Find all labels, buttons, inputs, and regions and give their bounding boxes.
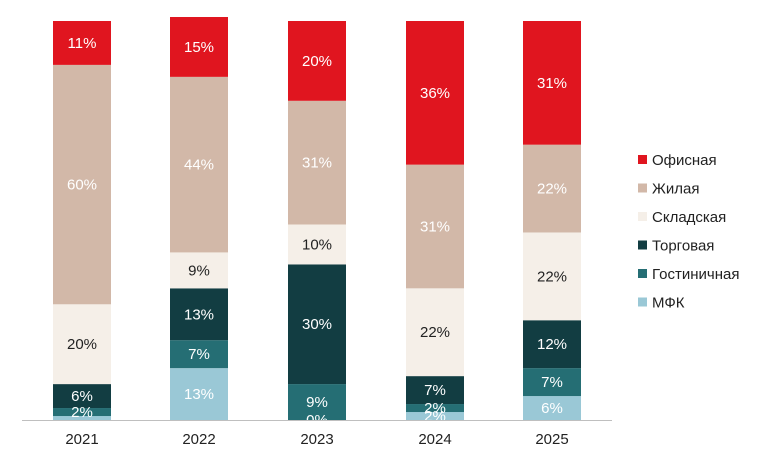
legend-label-Складская: Складская xyxy=(652,209,726,226)
data-label-2023-Торговая: 30% xyxy=(302,316,332,333)
data-label-2024-Гостиничная: 2% xyxy=(424,400,446,417)
bars-group xyxy=(53,17,581,420)
data-label-2025-МФК: 6% xyxy=(541,400,563,417)
bar-segment-2022-Торговая xyxy=(170,288,228,341)
data-label-2023-Складская: 10% xyxy=(302,236,332,253)
legend-label-МФК: МФК xyxy=(652,295,685,312)
legend-swatch-Складская xyxy=(638,212,647,221)
data-label-2021-Гостиничная: 2% xyxy=(71,404,93,421)
legend-swatch-МФК xyxy=(638,297,647,307)
data-label-2024-Жилая: 31% xyxy=(420,218,450,235)
legend-swatch-Гостиничная xyxy=(638,269,647,278)
legend-label-Жилая: Жилая xyxy=(652,181,699,198)
data-label-2024-Офисная: 36% xyxy=(420,85,450,102)
legend-label-Гостиничная: Гостиничная xyxy=(652,266,739,283)
data-label-2022-Торговая: 13% xyxy=(184,306,214,323)
bar-segment-2023-Офисная xyxy=(288,21,346,101)
bar-segment-2021-Офисная xyxy=(53,21,111,65)
data-label-2022-Гостиничная: 7% xyxy=(188,346,210,363)
x-tick-label-2021: 2021 xyxy=(65,431,98,448)
data-label-2025-Офисная: 31% xyxy=(537,75,567,92)
bar-segment-2025-Гостиничная xyxy=(523,368,581,397)
bar-segment-2024-Торговая xyxy=(406,376,464,405)
bar-segment-2024-Гостиничная xyxy=(406,404,464,413)
data-label-2021-Торговая: 6% xyxy=(71,388,93,405)
data-label-2023-Офисная: 20% xyxy=(302,53,332,70)
data-label-2025-Гостиничная: 7% xyxy=(541,374,563,391)
bar-segment-2022-Жилая xyxy=(170,76,228,253)
bar-segment-2025-Складская xyxy=(523,232,581,321)
legend-label-Офисная: Офисная xyxy=(652,152,717,169)
bar-segment-2025-Жилая xyxy=(523,144,581,233)
bar-segment-2024-Жилая xyxy=(406,164,464,289)
bar-segment-2021-Складская xyxy=(53,304,111,385)
data-label-2023-Гостиничная: 9% xyxy=(306,394,328,411)
legend: Офисная Жилая Складская Торговая Гостиничная… xyxy=(638,152,739,312)
bar-segment-2024-Складская xyxy=(406,288,464,377)
data-label-2021-Складская: 20% xyxy=(67,336,97,353)
data-label-2021-Жилая: 60% xyxy=(67,177,97,194)
bar-segment-2025-Торговая xyxy=(523,320,581,369)
data-label-2022-Жилая: 44% xyxy=(184,157,214,174)
data-label-2022-Офисная: 15% xyxy=(184,39,214,56)
legend-swatch-Торговая xyxy=(638,240,647,250)
legend-swatch-Офисная xyxy=(638,155,647,164)
bar-segment-2025-Офисная xyxy=(523,21,581,145)
data-label-2022-Складская: 9% xyxy=(188,262,210,279)
data-label-2025-Жилая: 22% xyxy=(537,181,567,198)
data-label-2021-Офисная: 11% xyxy=(68,35,97,52)
x-tick-label-2025: 2025 xyxy=(535,431,568,448)
data-label-2024-Складская: 22% xyxy=(420,324,450,341)
bar-segment-2021-МФК xyxy=(53,416,111,420)
bar-segment-2021-Жилая xyxy=(53,64,111,305)
data-label-2025-Складская: 22% xyxy=(537,268,567,285)
bar-segment-2025-МФК xyxy=(523,396,581,420)
bar-segment-2022-МФК xyxy=(170,368,228,420)
bar-segment-2021-Гостиничная xyxy=(53,408,111,417)
x-tick-label-2023: 2023 xyxy=(300,431,333,448)
bar-segment-2024-МФК xyxy=(406,412,464,420)
bar-segment-2023-Жилая xyxy=(288,100,346,225)
bar-segment-2022-Офисная xyxy=(170,17,228,77)
legend-swatch-Жилая xyxy=(638,183,647,193)
legend-label-Торговая: Торговая xyxy=(652,238,714,255)
bar-segment-2023-Торговая xyxy=(288,264,346,385)
bar-segment-2023-Складская xyxy=(288,224,346,265)
bar-segment-2021-Торговая xyxy=(53,384,111,409)
data-label-2022-МФК: 13% xyxy=(184,386,214,403)
x-tick-label-2022: 2022 xyxy=(182,431,215,448)
bar-segment-2022-Гостиничная xyxy=(170,340,228,369)
bar-segment-2022-Складская xyxy=(170,252,228,289)
bar-segment-2024-Офисная xyxy=(406,21,464,165)
data-label-2023-Жилая: 31% xyxy=(302,155,332,172)
x-tick-labels-group: 2021 2022 2023 2024 2025 xyxy=(65,431,568,448)
data-label-2025-Торговая: 12% xyxy=(537,336,567,353)
bar-segment-2023-Гостиничная xyxy=(288,384,346,420)
x-tick-label-2024: 2024 xyxy=(418,431,451,448)
data-label-2024-Торговая: 7% xyxy=(424,382,446,399)
